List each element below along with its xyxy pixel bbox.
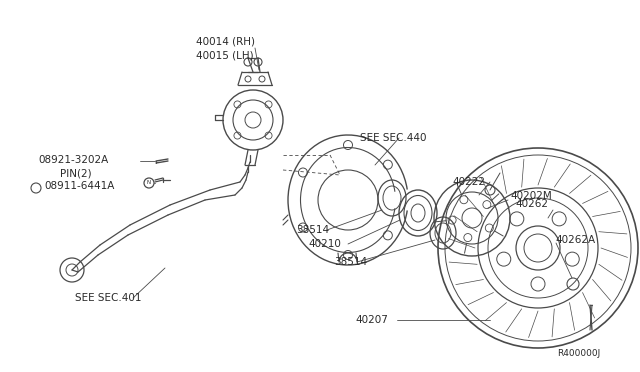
Text: 40222: 40222 (452, 177, 485, 187)
Text: 40202M: 40202M (510, 191, 552, 201)
Text: N: N (147, 180, 150, 186)
Text: 38514: 38514 (334, 257, 367, 267)
Text: R400000J: R400000J (557, 350, 600, 359)
Text: 40262: 40262 (515, 199, 548, 209)
Text: 08921-3202A: 08921-3202A (38, 155, 108, 165)
Text: PIN(2): PIN(2) (60, 168, 92, 178)
Text: 40207: 40207 (355, 315, 388, 325)
Text: 40262A: 40262A (555, 235, 595, 245)
Text: 08911-6441A: 08911-6441A (44, 181, 115, 191)
Text: SEE SEC.440: SEE SEC.440 (360, 133, 426, 143)
Text: SEE SEC.401: SEE SEC.401 (75, 293, 141, 303)
Text: 38514: 38514 (296, 225, 329, 235)
Text: 40015 (LH): 40015 (LH) (196, 50, 253, 60)
Text: 40014 (RH): 40014 (RH) (196, 37, 255, 47)
Text: 40210: 40210 (308, 239, 341, 249)
